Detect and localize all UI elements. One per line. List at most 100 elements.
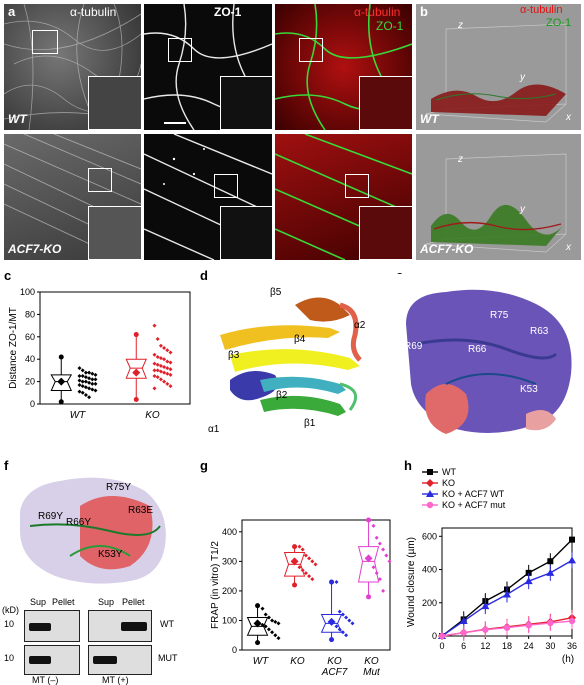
data-point <box>158 363 163 368</box>
y-tick-label: 60 <box>25 332 35 342</box>
y-tick-label: 300 <box>222 556 237 566</box>
surface-wt <box>425 23 567 123</box>
data-point <box>87 395 92 400</box>
band <box>121 622 147 631</box>
lane-sup-2: Sup <box>98 597 115 607</box>
label-beta1: β1 <box>304 418 316 429</box>
blot-wt-minus <box>24 610 80 642</box>
data-point <box>270 618 275 623</box>
y-tick-label: 400 <box>422 565 437 575</box>
max-marker <box>133 332 139 338</box>
data-point <box>87 376 92 381</box>
x-tick-label: 24 <box>524 641 534 651</box>
data-point <box>93 388 98 393</box>
band <box>29 623 51 631</box>
data-point <box>93 372 98 377</box>
data-point <box>307 574 312 579</box>
lane-pellet-2: Pellet <box>122 597 145 607</box>
data-point <box>384 553 389 558</box>
data-point <box>83 393 88 398</box>
notched-box <box>283 552 306 577</box>
electrostatic-surface <box>386 274 582 444</box>
surface-plot-wt <box>416 4 581 130</box>
data-point <box>374 571 379 576</box>
data-point <box>377 541 382 546</box>
data-point <box>80 384 85 389</box>
data-point <box>90 381 95 386</box>
x-category-label: KO <box>364 656 379 667</box>
panel-letter-a: a <box>8 4 16 19</box>
surface-row-label-ko: ACF7-KO <box>420 242 474 256</box>
alpha1-helix <box>230 371 278 401</box>
beta5-strand <box>295 297 350 322</box>
chart-h: 0 200 400 600 0 6 12 18 24 30 36 (h) Wound closure (… <box>406 467 577 665</box>
y-axis-label: Distance ZO-1/MT <box>8 307 19 389</box>
x-category-label: KO <box>290 656 305 667</box>
data-point <box>350 621 355 626</box>
plot-frame <box>241 519 391 651</box>
scale-bar <box>164 122 186 124</box>
mean-marker <box>290 557 299 566</box>
surface-row-label-wt: WT <box>420 112 439 126</box>
inset-box <box>299 38 323 62</box>
blot-mut-plus <box>88 645 152 675</box>
residue-r63e: R63E <box>128 505 154 516</box>
data-point <box>152 368 157 373</box>
data-point <box>168 367 173 372</box>
y-tick-label: 20 <box>25 377 35 387</box>
blot-mut-minus <box>24 645 80 675</box>
residue-r69: R69 <box>404 341 423 352</box>
data-point <box>276 636 281 641</box>
y-tick-label: 80 <box>25 309 35 319</box>
data-point <box>381 547 386 552</box>
label-beta2: β2 <box>276 390 288 401</box>
data-point <box>438 632 446 640</box>
data-point <box>158 356 163 361</box>
data-point <box>162 346 167 350</box>
data-point <box>481 602 490 610</box>
data-point <box>77 382 82 387</box>
data-point <box>90 377 95 382</box>
legend-label: KO + ACF7 mut <box>442 500 506 510</box>
legend-zo1: ZO-1 <box>546 17 572 29</box>
data-point <box>155 337 160 342</box>
data-point <box>300 568 305 573</box>
data-point <box>344 633 349 638</box>
data-point <box>273 619 278 624</box>
data-point <box>266 627 271 632</box>
data-point <box>371 523 376 528</box>
y-tick-label: 40 <box>25 354 35 364</box>
data-point <box>162 365 167 370</box>
data-point <box>371 565 376 570</box>
surface-ko <box>425 153 567 253</box>
x-category-label: KO <box>145 410 160 421</box>
residue-k53y: K53Y <box>98 549 123 560</box>
data-point <box>168 372 173 377</box>
data-point <box>155 375 160 380</box>
panel-letter-f: f <box>4 458 9 473</box>
notched-box <box>357 546 380 583</box>
mean-marker <box>364 554 373 563</box>
data-point <box>87 380 92 385</box>
data-point <box>152 386 157 391</box>
min-marker <box>58 399 64 405</box>
legend-tubulin: α-tubulin <box>520 4 563 16</box>
beta4-strand <box>220 325 340 350</box>
x-tick-label: 6 <box>461 641 466 651</box>
y-axis-label: Wound closure (µm) <box>406 537 417 627</box>
data-point <box>90 371 95 376</box>
data-point <box>303 553 308 558</box>
data-point <box>152 361 157 366</box>
data-point <box>152 374 157 378</box>
data-point <box>87 370 92 375</box>
data-point <box>525 569 532 576</box>
data-point <box>93 377 98 382</box>
data-point <box>83 379 88 384</box>
y-tick-label: 100 <box>222 615 237 625</box>
micrograph-wt-zo1 <box>144 4 272 130</box>
max-marker <box>329 579 335 585</box>
data-point <box>482 626 489 633</box>
data-point <box>77 366 82 371</box>
condition-mt-minus: MT (–) <box>32 675 59 685</box>
